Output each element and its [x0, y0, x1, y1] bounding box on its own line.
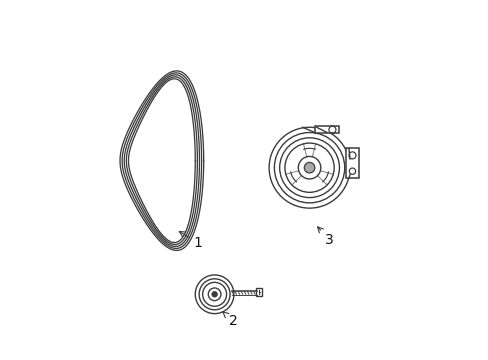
Circle shape	[304, 162, 314, 173]
Text: 1: 1	[179, 231, 202, 250]
Circle shape	[211, 292, 217, 297]
FancyBboxPatch shape	[256, 288, 261, 296]
Text: 2: 2	[223, 312, 237, 328]
Polygon shape	[314, 126, 339, 133]
Text: 3: 3	[317, 227, 333, 247]
Polygon shape	[346, 148, 358, 178]
